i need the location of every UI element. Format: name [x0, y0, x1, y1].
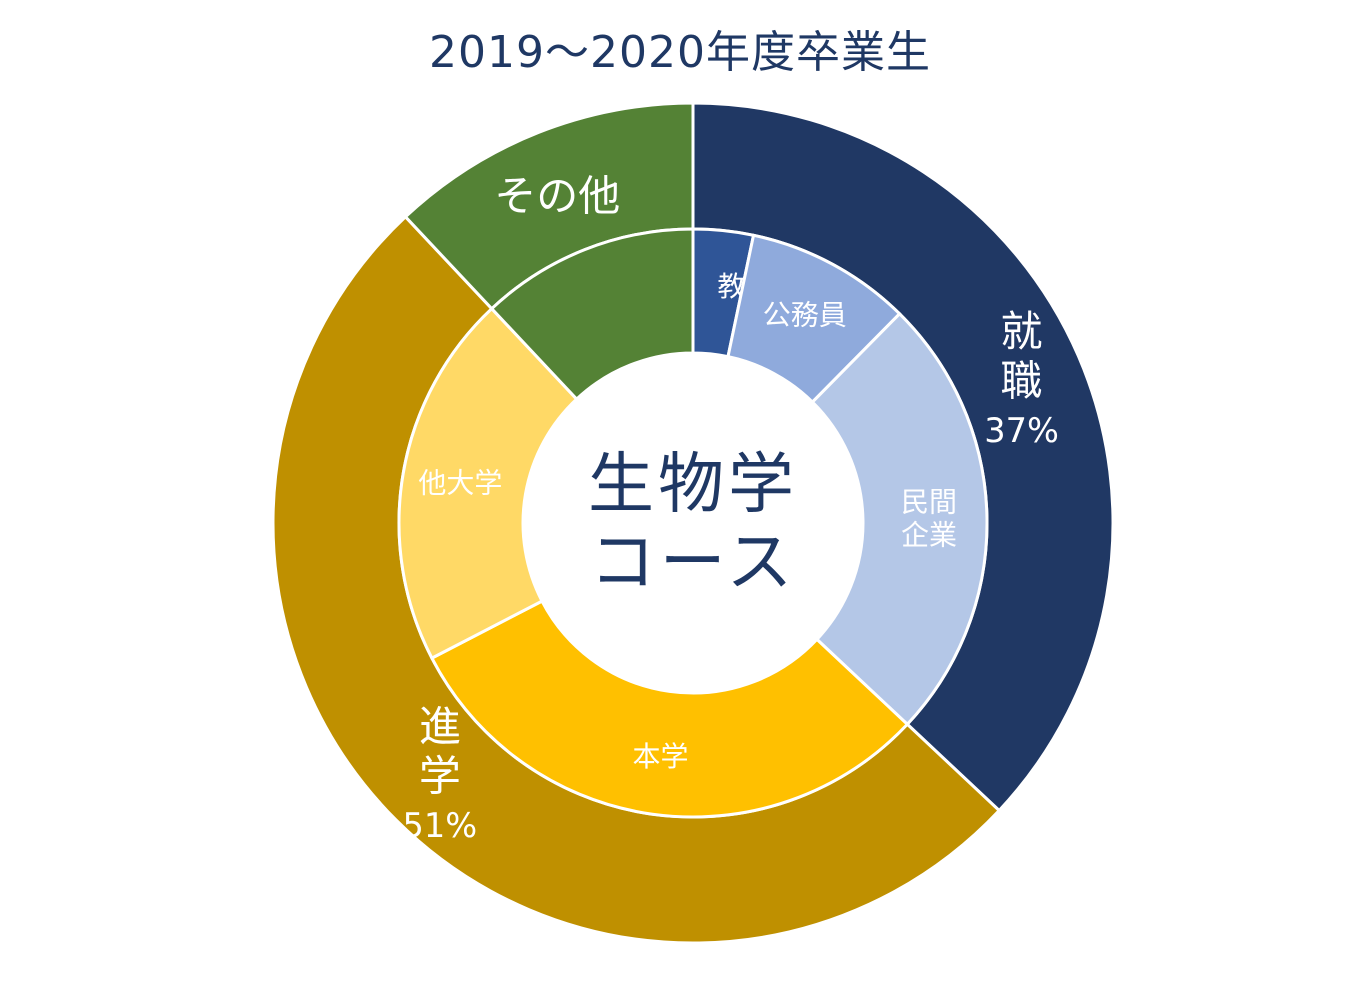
center-label-1: コース: [590, 524, 797, 601]
inner-label-2-0: 民間: [901, 486, 957, 519]
outer-label-0-1: 職: [1001, 356, 1043, 405]
inner-label-2-1: 企業: [901, 519, 957, 552]
center-label-0: 生物学: [588, 446, 798, 523]
inner-label-1-0: 公務員: [763, 299, 847, 332]
outer-label-0-0: 就: [1001, 307, 1043, 356]
chart-title: 2019～2020年度卒業生: [429, 27, 931, 78]
inner-slice-4: [397, 306, 579, 661]
inner-slice-5: [489, 227, 695, 402]
outer-label-1-1: 学: [419, 752, 461, 801]
inner-label-4-0: 他大学: [418, 467, 502, 500]
outer-value-label-1: 51%: [403, 806, 478, 845]
inner-label-3-0: 本学: [632, 740, 688, 773]
inner-slice-3: [429, 599, 910, 819]
inner-slice-2: [810, 311, 989, 727]
outer-label-2-0: その他: [494, 172, 620, 221]
outer-value-label-0: 37%: [984, 411, 1059, 450]
outer-label-1-0: 進: [419, 702, 461, 751]
